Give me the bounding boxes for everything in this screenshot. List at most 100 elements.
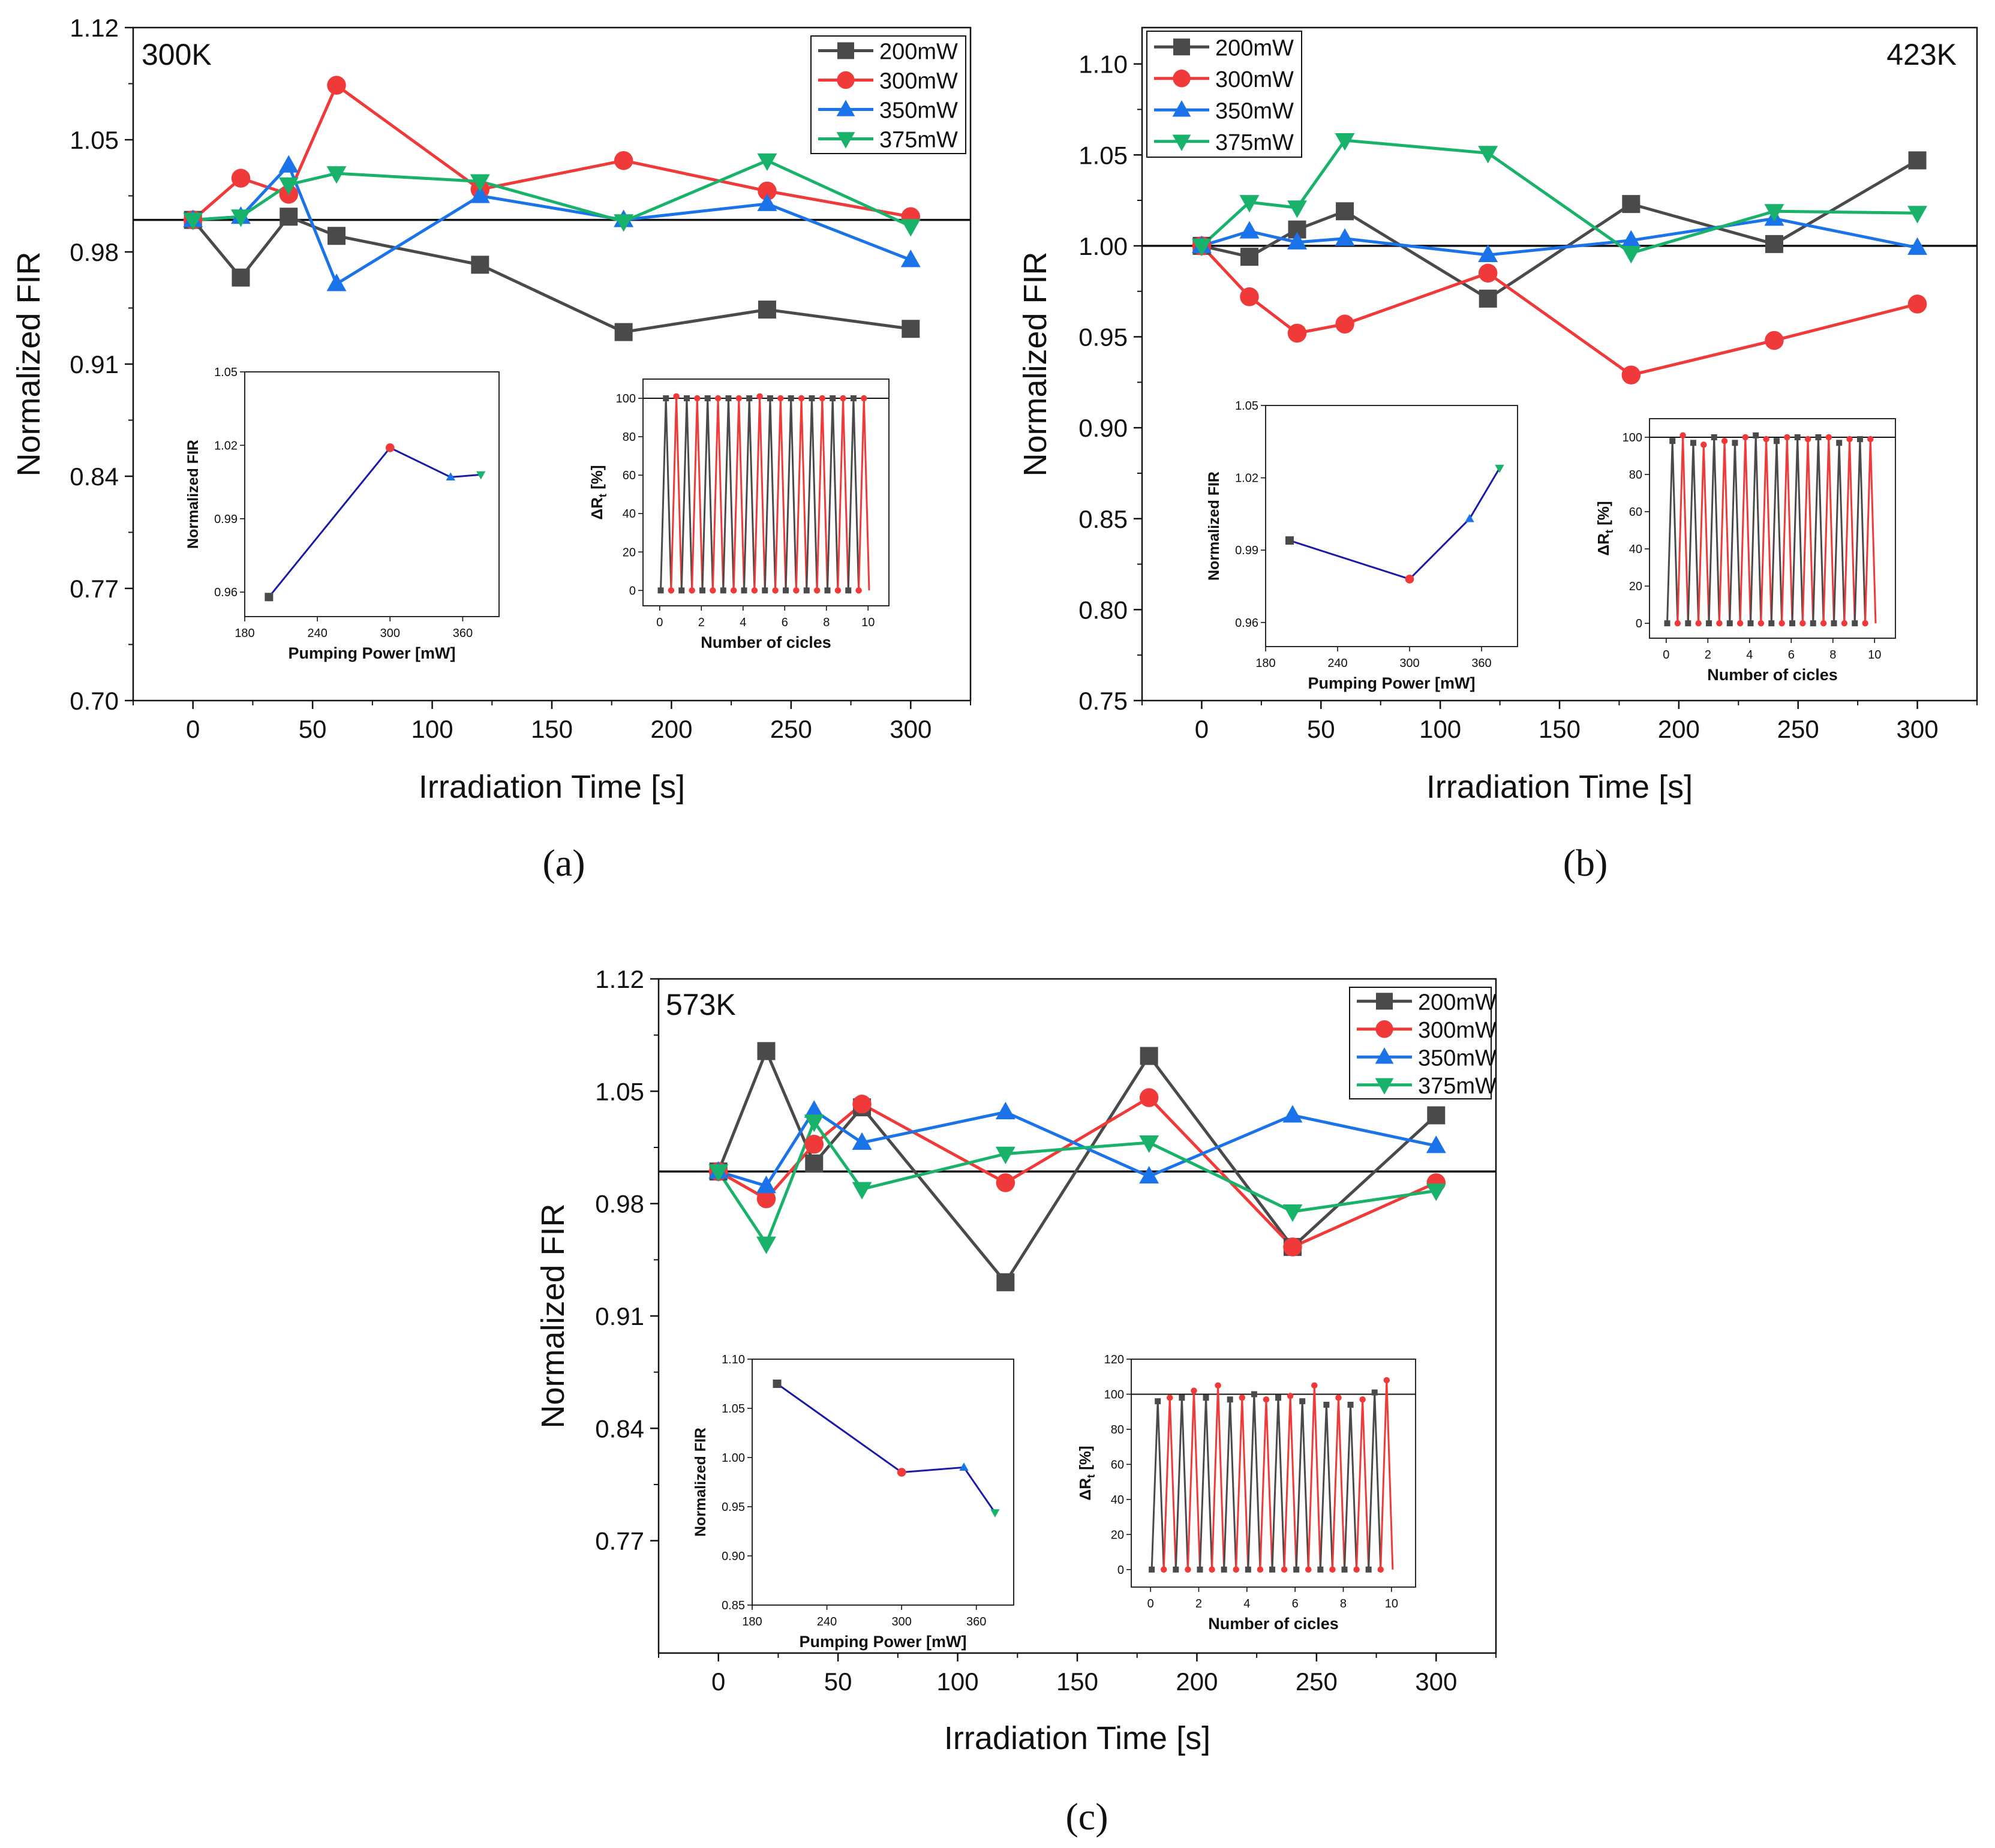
legend-marker-300mW — [837, 71, 855, 89]
cycle-high-point — [1742, 434, 1749, 441]
data-point-200mW — [280, 208, 298, 226]
cycle-high-point — [1167, 1395, 1173, 1401]
cycle-high-point — [1711, 434, 1717, 441]
data-point-300mW — [1765, 330, 1784, 350]
cycle-high-point — [1215, 1382, 1221, 1389]
x-tick-label: 0 — [1195, 715, 1209, 743]
data-point-375mW — [470, 174, 490, 192]
inset-x-tick-label: 360 — [1471, 657, 1491, 670]
x-tick-label: 200 — [1658, 715, 1700, 743]
inset-x-tick-label: 6 — [1788, 648, 1795, 662]
data-point-350mW — [1239, 221, 1260, 239]
inset-x-tick-label: 2 — [698, 616, 705, 629]
cycle-high-point — [861, 395, 867, 402]
cycle-low-point — [1329, 1566, 1336, 1573]
data-point-300mW — [1478, 263, 1498, 283]
cycle-low-point — [720, 587, 726, 594]
data-point-300mW — [1139, 1088, 1159, 1107]
inset-y-tick-label: 0.85 — [722, 1599, 745, 1612]
inset-x-tick-label: 240 — [307, 627, 327, 640]
inset-y-tick-label: 0.95 — [722, 1501, 745, 1514]
inset-x-axis-label: Pumping Power [mW] — [1308, 674, 1476, 692]
cycle-low-point — [1820, 620, 1827, 627]
legend-box — [1146, 31, 1302, 158]
y-tick-label: 1.12 — [70, 14, 119, 42]
inset-x-tick-label: 10 — [1385, 1597, 1398, 1610]
cycle-low-point — [710, 587, 716, 594]
data-point-375mW — [1907, 206, 1928, 224]
inset-y-tick-label: 0.99 — [214, 513, 238, 526]
inset-x-tick-label: 6 — [1292, 1597, 1299, 1610]
cycle-high-point — [1836, 440, 1843, 446]
x-tick-label: 250 — [1777, 715, 1819, 743]
cycle-low-point — [1197, 1566, 1203, 1573]
panel-b: 0 50 100 150 200 250 3000.750.800.850.900.951.… — [1017, 26, 1978, 805]
inset-y-tick-label: 80 — [1629, 468, 1642, 482]
data-point-350mW — [1287, 232, 1308, 250]
cycle-low-point — [1269, 1566, 1275, 1573]
data-point-300mW — [1240, 287, 1259, 307]
inset-pumping-power: 180 240 300 360 0.96 0.99 1.02 1.05 Pumping Powe… — [185, 366, 500, 662]
inset-y-axis-label: ΔRt [%] — [588, 465, 609, 519]
inset-x-tick-label: 4 — [1746, 648, 1753, 662]
inset-point-350mW — [1465, 513, 1474, 522]
y-tick-label: 0.84 — [595, 1414, 644, 1443]
data-point-350mW — [756, 1175, 776, 1194]
y-tick-label: 0.77 — [595, 1527, 644, 1555]
x-tick-label: 150 — [1056, 1667, 1098, 1696]
cycle-high-point — [1700, 441, 1707, 448]
data-point-200mW — [1336, 202, 1354, 221]
cycle-low-point — [1726, 620, 1733, 627]
data-point-200mW — [1427, 1106, 1446, 1125]
data-point-300mW — [614, 151, 633, 170]
inset-x-tick-label: 180 — [1255, 657, 1275, 670]
legend-label-375mW: 375mW — [1215, 130, 1294, 155]
legend-label-300mW: 300mW — [1215, 67, 1294, 92]
data-point-200mW — [1622, 195, 1641, 214]
cycle-high-point — [1846, 435, 1853, 443]
inset-y-axis-label: ΔRt [%] — [1594, 501, 1615, 555]
inset-y-tick-label: 60 — [1111, 1458, 1124, 1471]
inset-y-tick-label: 1.02 — [214, 439, 238, 452]
cycle-low-point — [1377, 1566, 1384, 1573]
data-point-350mW — [326, 274, 347, 292]
legend-marker-375mW — [1172, 134, 1191, 151]
inset-x-tick-label: 4 — [740, 616, 746, 629]
data-point-200mW — [758, 301, 776, 319]
data-point-300mW — [1907, 295, 1927, 314]
x-tick-label: 100 — [411, 715, 453, 743]
inset-line — [776, 1383, 996, 1513]
inset-pumping-power: 180 240 300 360 0.85 0.90 0.95 1.00 1.05 1.10 Pump… — [692, 1353, 1014, 1651]
inset-line — [1289, 467, 1501, 581]
cycle-low-point — [1245, 1566, 1251, 1573]
series-line-300mW — [192, 83, 911, 221]
cycle-high-point — [830, 395, 836, 402]
y-tick-label: 0.90 — [1078, 414, 1128, 442]
data-point-375mW — [1287, 200, 1308, 218]
data-point-375mW — [1478, 146, 1498, 164]
inset-y-tick-label: 0 — [629, 584, 636, 597]
y-tick-label: 0.75 — [1078, 687, 1128, 715]
cycle-high-point — [1191, 1387, 1197, 1394]
x-tick-label: 150 — [531, 715, 573, 743]
legend-label-200mW: 200mW — [1418, 990, 1497, 1015]
data-point-300mW — [756, 1189, 776, 1209]
temperature-label: 573K — [666, 988, 736, 1021]
x-tick-label: 250 — [1296, 1667, 1338, 1696]
data-point-350mW — [1478, 244, 1498, 263]
inset-x-tick-label: 300 — [1399, 657, 1419, 670]
cycle-low-point — [678, 587, 685, 594]
series-line-375mW — [1200, 139, 1918, 255]
x-tick-label: 200 — [1176, 1667, 1218, 1696]
y-axis-label: Normalized FIR — [11, 251, 47, 476]
series-line-350mW — [193, 164, 912, 286]
data-point-375mW — [326, 166, 347, 184]
cycle-low-point — [855, 587, 862, 594]
data-point-350mW — [757, 193, 777, 211]
cycle-low-point — [1706, 620, 1712, 627]
cycle-low-point — [813, 587, 821, 594]
cycle-low-point — [1862, 620, 1868, 627]
y-tick-label: 0.98 — [595, 1190, 644, 1218]
data-point-200mW — [1288, 220, 1306, 239]
cycle-high-point — [1784, 434, 1790, 441]
